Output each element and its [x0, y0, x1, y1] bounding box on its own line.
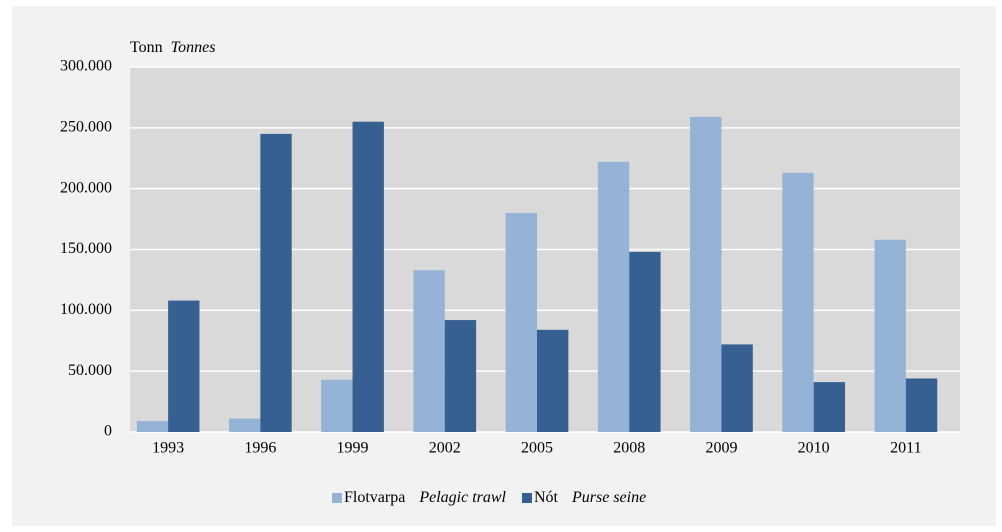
x-tick-label: 2010	[798, 440, 830, 457]
bar	[260, 133, 292, 432]
legend-name-en: Purse seine	[571, 489, 646, 506]
bar	[505, 213, 537, 432]
x-tick-label: 2009	[705, 440, 737, 457]
bar	[782, 172, 814, 432]
x-tick-label: 2008	[613, 440, 645, 457]
bar	[136, 421, 169, 432]
y-tick-label: 150.000	[60, 240, 112, 257]
bar	[168, 300, 200, 432]
x-tick-label: 2011	[890, 440, 921, 457]
x-tick-label: 2002	[429, 440, 461, 457]
legend-swatch	[521, 493, 532, 503]
bar	[597, 161, 630, 432]
y-tick-label: 250.000	[60, 119, 112, 136]
y-axis-label: Tonn Tonnes	[130, 39, 215, 56]
legend-name-en: Pelagic trawl	[418, 489, 506, 506]
bar	[721, 344, 753, 432]
x-tick-label: 2005	[521, 440, 553, 457]
y-tick-label: 0	[104, 423, 112, 440]
bar	[321, 379, 353, 432]
legend-entry: Flotvarpa Pelagic trawl	[344, 489, 507, 506]
y-label: Tonn	[130, 39, 163, 56]
legend-name: Flotvarpa	[344, 489, 405, 506]
legend-entry: Nót Purse seine	[534, 489, 646, 506]
x-tick-label: 1996	[244, 440, 276, 457]
bar	[537, 329, 569, 432]
y-tick-label: 50.000	[68, 362, 112, 379]
bar	[444, 320, 477, 432]
x-tick-label: 1993	[152, 440, 184, 457]
bar	[629, 251, 661, 432]
bar	[228, 418, 261, 432]
y-tick-label: 300.000	[60, 58, 112, 75]
legend-name: Nót	[534, 489, 559, 506]
y-tick-label: 200.000	[60, 179, 112, 196]
y-label-en: Tonnes	[171, 39, 216, 56]
y-tick-label: 100.000	[60, 301, 112, 318]
bar	[874, 239, 906, 432]
bar	[690, 116, 722, 432]
bar	[813, 382, 846, 432]
bar	[413, 270, 445, 432]
legend-swatch	[332, 493, 342, 503]
bar	[352, 121, 384, 432]
bar	[905, 378, 938, 432]
x-tick-label: 1999	[337, 440, 369, 457]
